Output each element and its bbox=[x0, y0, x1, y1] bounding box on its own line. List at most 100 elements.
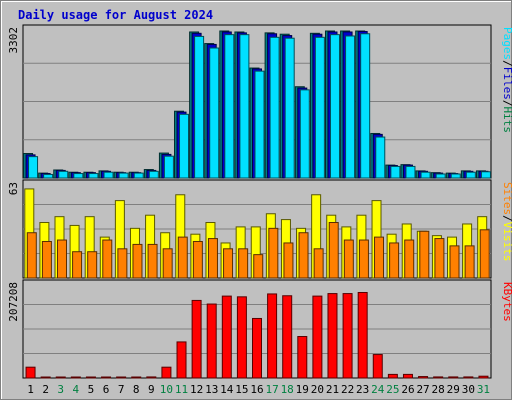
visits-sites-bar-sites-day-15 bbox=[238, 248, 249, 279]
x-tick-label: 18 bbox=[281, 383, 294, 396]
x-tick-label: 5 bbox=[88, 383, 95, 396]
x-tick-label: 29 bbox=[447, 383, 460, 396]
hits-files-pages-bar-pages-day-9 bbox=[148, 170, 159, 179]
x-tick-label: 10 bbox=[160, 383, 173, 396]
legend-entry: / bbox=[501, 60, 512, 67]
hits-files-pages-bar-pages-day-16 bbox=[254, 70, 265, 179]
visits-sites-bar-sites-day-9 bbox=[147, 243, 158, 279]
legend-entry: KBytes bbox=[501, 282, 512, 322]
x-tick-label: 21 bbox=[326, 383, 339, 396]
visits-sites-bar-sites-day-2 bbox=[41, 240, 52, 279]
hits-files-pages-bar-pages-day-14 bbox=[224, 34, 235, 179]
x-tick-label: 11 bbox=[175, 383, 188, 396]
visits-sites-bar-sites-day-23 bbox=[358, 239, 369, 279]
x-tick-label: 19 bbox=[296, 383, 309, 396]
x-tick-label: 12 bbox=[190, 383, 203, 396]
visits-sites-bar-sites-day-31 bbox=[479, 229, 490, 279]
visits-sites-bar-sites-day-29 bbox=[449, 245, 460, 279]
kbytes-bar-kbytes-day-27 bbox=[418, 376, 429, 379]
x-axis-labels: 1 2 3 4 5 6 7 8 9 10 11 12 13 14 15 16 17 18 19 20 21 22 23 24 2… bbox=[27, 383, 490, 396]
x-tick-label: 14 bbox=[220, 383, 234, 396]
hits-files-pages-bar-pages-day-6 bbox=[103, 171, 114, 179]
x-tick-label: 8 bbox=[133, 383, 140, 396]
hits-files-pages-bar-pages-day-22 bbox=[345, 35, 356, 179]
legend-entry: Hits bbox=[501, 107, 512, 134]
hits-files-pages-bar-pages-day-20 bbox=[314, 36, 325, 179]
visits-sites-bar-sites-day-24 bbox=[374, 236, 385, 279]
hits-files-pages-bar-pages-day-5 bbox=[88, 173, 99, 179]
hits-files-pages-bar-pages-day-29 bbox=[450, 173, 461, 179]
visits-sites-bar-sites-day-10 bbox=[162, 248, 173, 279]
kbytes-bar-kbytes-day-21 bbox=[327, 293, 338, 379]
x-tick-label: 17 bbox=[265, 383, 278, 396]
visits-sites-bar-sites-day-17 bbox=[268, 227, 279, 279]
legend-entry: Visits bbox=[501, 222, 512, 262]
x-tick-label: 13 bbox=[205, 383, 218, 396]
hits-files-pages-ymax-label: 3302 bbox=[7, 27, 20, 54]
kbytes-bar-kbytes-day-12 bbox=[191, 299, 202, 379]
kbytes-bar-kbytes-day-14 bbox=[221, 295, 232, 379]
x-tick-label: 26 bbox=[401, 383, 414, 396]
kbytes-bar-kbytes-day-17 bbox=[267, 293, 278, 379]
kbytes-bar-kbytes-day-26 bbox=[402, 373, 413, 379]
kbytes-bar-kbytes-day-19 bbox=[297, 336, 308, 379]
hits-files-pages-bar-pages-day-4 bbox=[73, 173, 84, 179]
visits-sites-panel: 63 Sites/Visits bbox=[7, 179, 512, 279]
kbytes-bar-kbytes-day-5 bbox=[85, 376, 96, 379]
x-tick-label: 6 bbox=[103, 383, 110, 396]
hits-files-pages-bar-pages-day-31 bbox=[480, 171, 491, 179]
x-tick-label: 24 bbox=[371, 383, 385, 396]
visits-sites-bar-sites-day-27 bbox=[419, 230, 430, 279]
kbytes-bar-kbytes-day-23 bbox=[357, 291, 368, 379]
x-tick-label: 30 bbox=[462, 383, 475, 396]
kbytes-bar-kbytes-day-31 bbox=[478, 375, 489, 379]
visits-sites-bar-sites-day-25 bbox=[389, 242, 400, 279]
x-tick-label: 27 bbox=[416, 383, 429, 396]
kbytes-bar-kbytes-day-30 bbox=[463, 376, 474, 379]
kbytes-panel: 207208 KBytes bbox=[7, 279, 512, 379]
hits-files-pages-bar-pages-day-27 bbox=[420, 171, 431, 179]
visits-sites-bar-sites-day-8 bbox=[132, 243, 143, 279]
hits-files-pages-bar-pages-day-15 bbox=[239, 34, 250, 179]
kbytes-bar-kbytes-day-20 bbox=[312, 295, 323, 379]
hits-files-pages-bar-pages-day-26 bbox=[405, 165, 416, 179]
visits-sites-bar-sites-day-19 bbox=[298, 232, 309, 279]
kbytes-bar-kbytes-day-9 bbox=[146, 376, 157, 379]
legend-entry: / bbox=[501, 215, 512, 222]
kbytes-bar-kbytes-day-6 bbox=[101, 376, 112, 379]
hits-files-pages-bar-pages-day-25 bbox=[390, 165, 401, 179]
legend-entry: Files bbox=[501, 67, 512, 100]
hits-files-pages-bar-pages-day-17 bbox=[269, 36, 280, 179]
x-tick-label: 23 bbox=[356, 383, 369, 396]
kbytes-bar-kbytes-day-25 bbox=[387, 373, 398, 379]
visits-sites-bar-sites-day-6 bbox=[102, 239, 113, 279]
kbytes-bar-kbytes-day-15 bbox=[236, 296, 247, 379]
kbytes-bar-kbytes-day-28 bbox=[433, 376, 444, 379]
kbytes-bar-kbytes-day-2 bbox=[40, 376, 51, 379]
visits-sites-bar-sites-day-18 bbox=[283, 242, 294, 279]
legend-entry: Pages bbox=[501, 27, 512, 60]
kbytes-bar-kbytes-day-10 bbox=[161, 366, 172, 379]
visits-sites-bar-sites-day-26 bbox=[404, 239, 415, 279]
visits-sites-bar-sites-day-3 bbox=[56, 239, 67, 279]
hits-files-pages-bar-pages-day-8 bbox=[133, 172, 144, 179]
hits-files-pages-legend: Pages/Files/Hits bbox=[501, 27, 512, 133]
x-tick-label: 15 bbox=[235, 383, 248, 396]
x-tick-label: 4 bbox=[73, 383, 80, 396]
x-tick-label: 2 bbox=[42, 383, 49, 396]
visits-sites-bar-sites-day-16 bbox=[253, 254, 264, 279]
visits-sites-bar-sites-day-7 bbox=[117, 248, 128, 279]
x-tick-label: 3 bbox=[57, 383, 64, 396]
x-tick-label: 25 bbox=[386, 383, 399, 396]
x-tick-label: 22 bbox=[341, 383, 354, 396]
visits-sites-bar-sites-day-30 bbox=[464, 245, 475, 279]
visits-sites-bar-sites-day-20 bbox=[313, 248, 324, 279]
legend-entry: / bbox=[501, 100, 512, 107]
kbytes-ymax-label: 207208 bbox=[7, 282, 20, 322]
kbytes-bar-kbytes-day-8 bbox=[131, 376, 142, 379]
hits-files-pages-bar-pages-day-24 bbox=[375, 136, 386, 179]
chart-title: Daily usage for August 2024 bbox=[18, 8, 213, 22]
hits-files-pages-bar-pages-day-10 bbox=[163, 155, 174, 179]
